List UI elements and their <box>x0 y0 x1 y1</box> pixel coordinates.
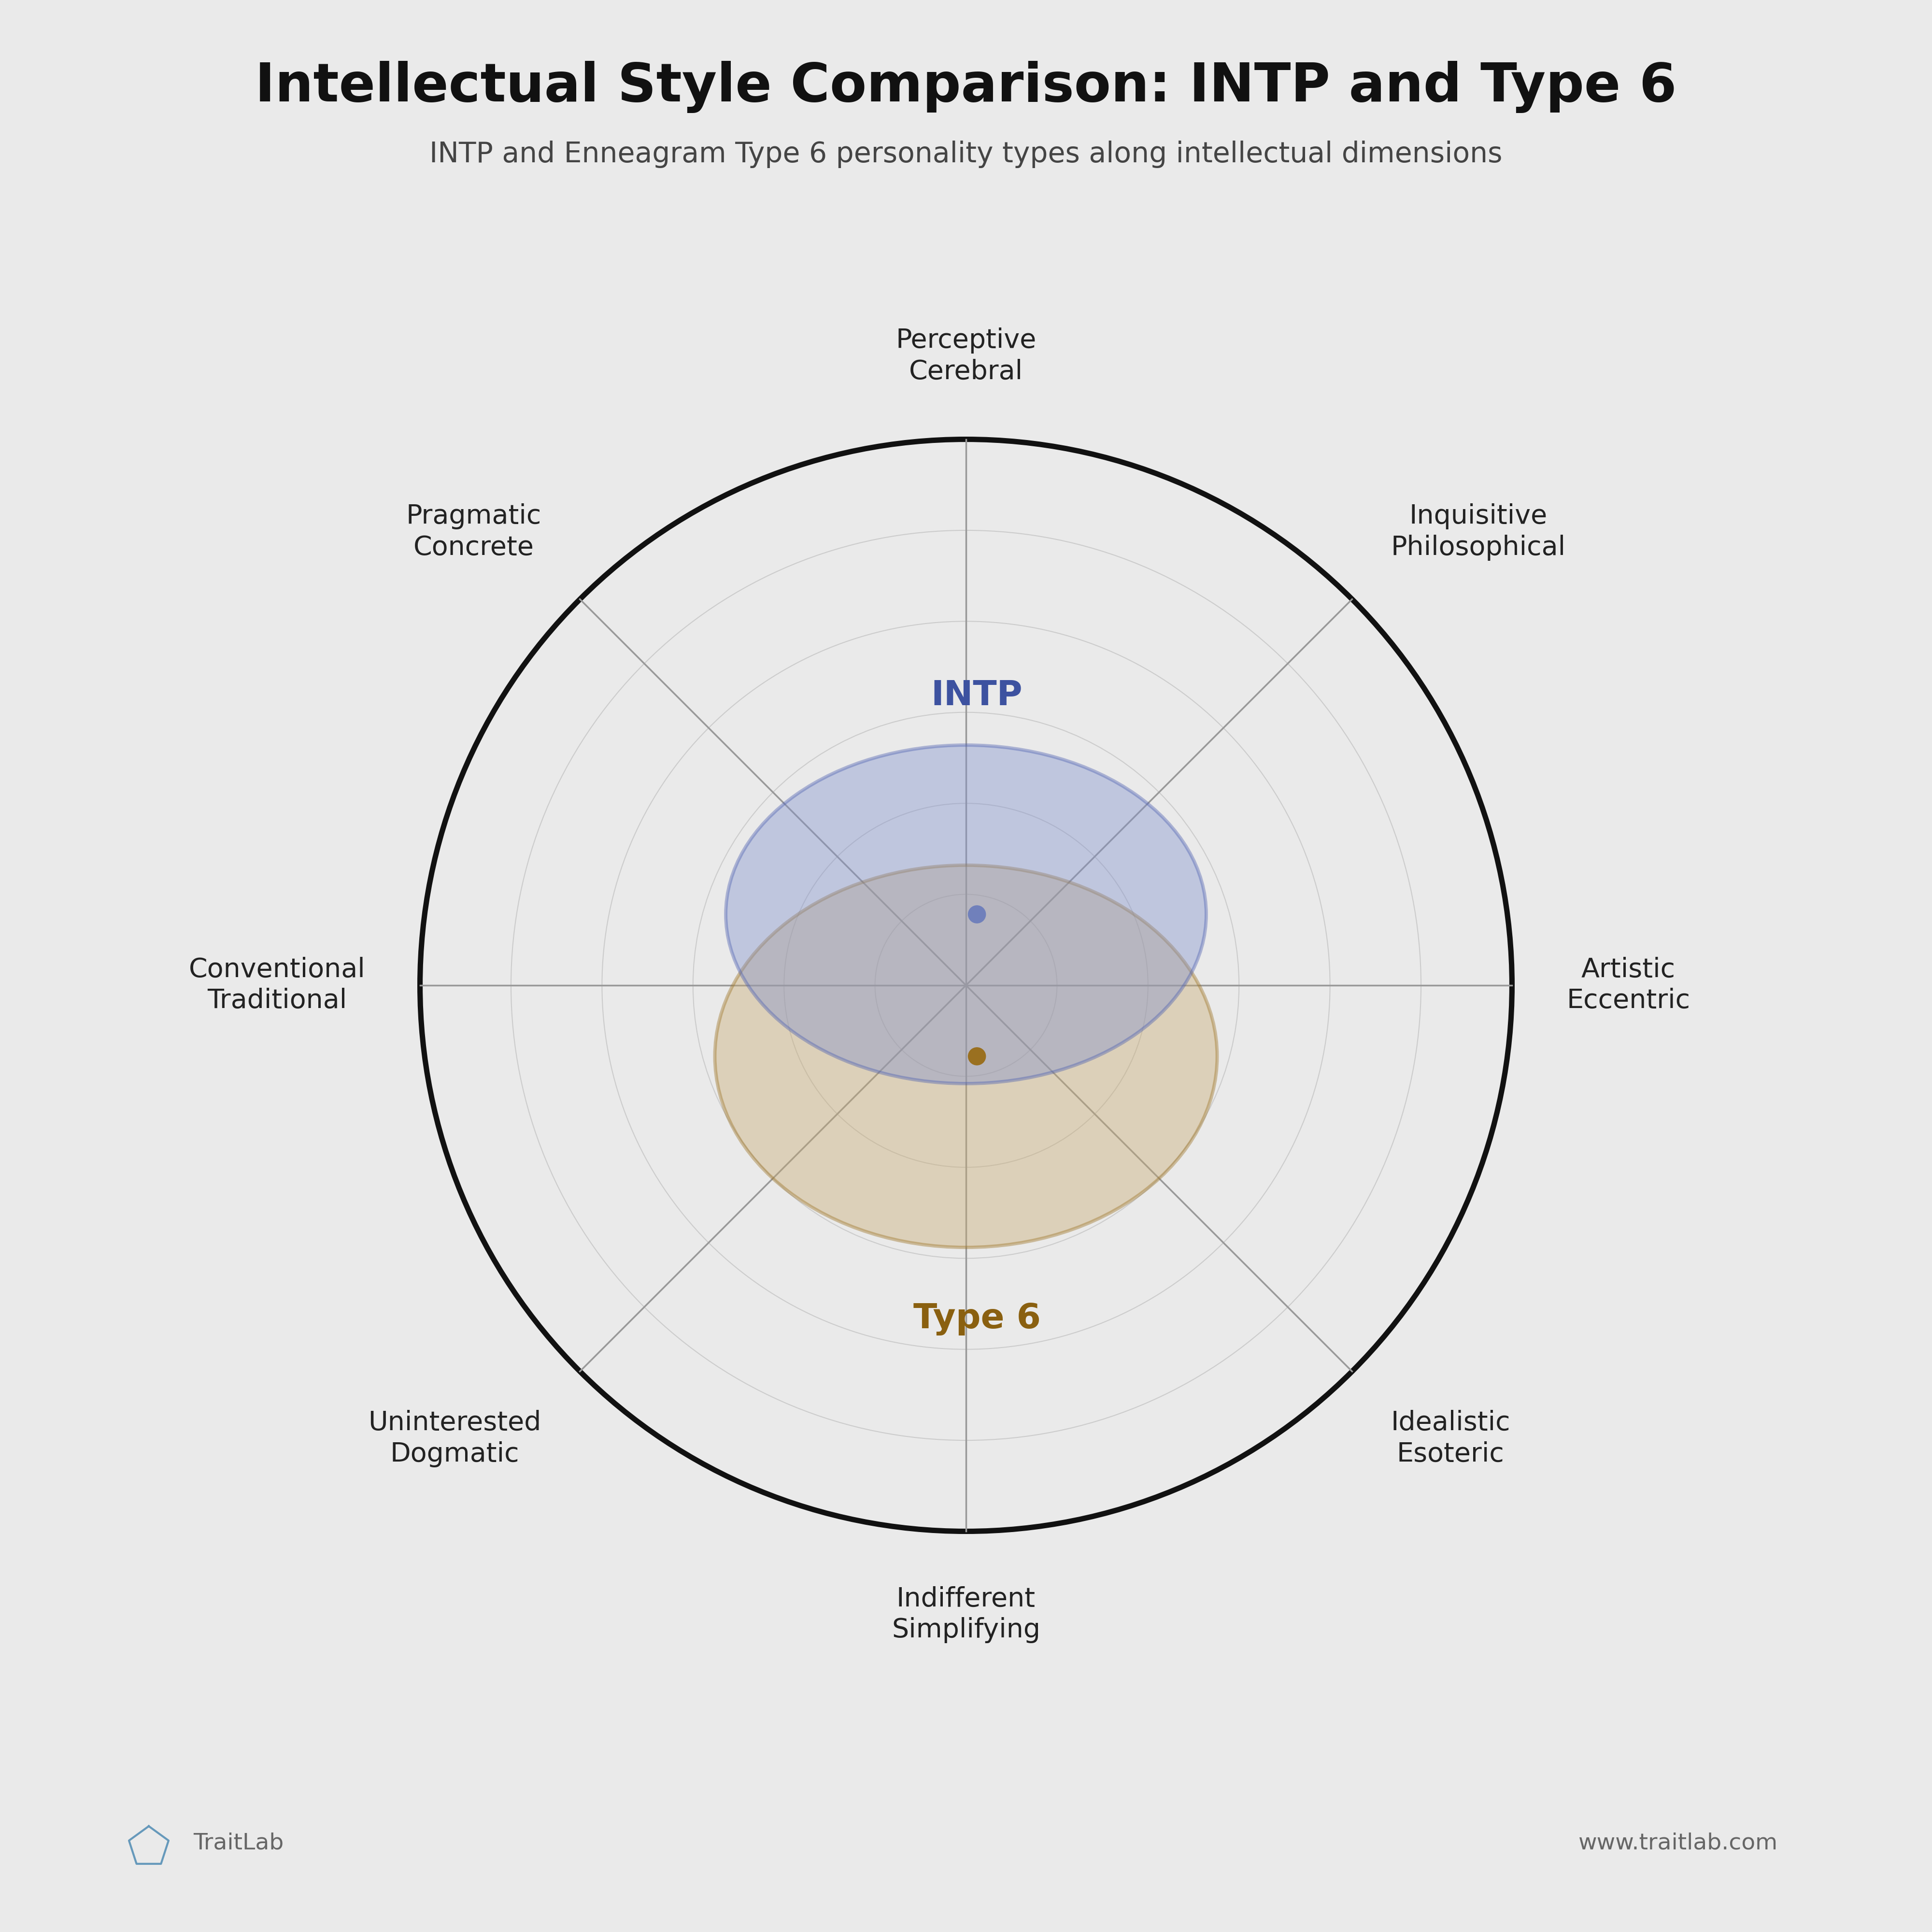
Text: Perceptive
Cerebral: Perceptive Cerebral <box>896 328 1036 384</box>
Text: Type 6: Type 6 <box>914 1302 1041 1335</box>
Text: TraitLab: TraitLab <box>193 1832 284 1855</box>
Ellipse shape <box>726 746 1206 1084</box>
Text: Inquisitive
Philosophical: Inquisitive Philosophical <box>1391 504 1565 560</box>
Text: Pragmatic
Concrete: Pragmatic Concrete <box>406 504 541 560</box>
Text: Idealistic
Esoteric: Idealistic Esoteric <box>1391 1410 1511 1466</box>
Text: www.traitlab.com: www.traitlab.com <box>1578 1832 1777 1855</box>
Circle shape <box>968 906 985 923</box>
Circle shape <box>968 1047 985 1065</box>
Ellipse shape <box>715 866 1217 1248</box>
Text: Conventional
Traditional: Conventional Traditional <box>189 956 365 1014</box>
Text: INTP: INTP <box>931 678 1022 713</box>
Text: Uninterested
Dogmatic: Uninterested Dogmatic <box>369 1410 541 1466</box>
Text: Intellectual Style Comparison: INTP and Type 6: Intellectual Style Comparison: INTP and … <box>255 60 1677 112</box>
Text: Artistic
Eccentric: Artistic Eccentric <box>1567 956 1690 1014</box>
Text: Indifferent
Simplifying: Indifferent Simplifying <box>891 1586 1039 1642</box>
Text: INTP and Enneagram Type 6 personality types along intellectual dimensions: INTP and Enneagram Type 6 personality ty… <box>429 141 1503 168</box>
